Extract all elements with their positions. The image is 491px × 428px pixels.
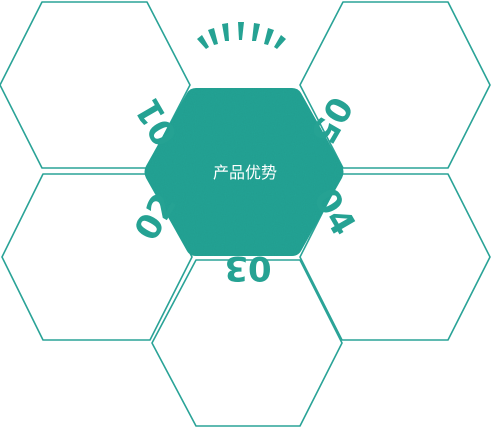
ray-6 <box>264 28 274 45</box>
hexagon-bottom <box>151 259 343 427</box>
ray-3 <box>222 23 229 41</box>
ray-2 <box>208 28 218 45</box>
ray-7 <box>274 35 286 49</box>
center-hexagon: 产品优势 <box>144 88 344 256</box>
number-03: 03 <box>224 248 271 288</box>
center-hexagon-shape <box>144 88 344 256</box>
ray-1 <box>197 35 209 49</box>
ray-5 <box>252 23 260 41</box>
ray-4 <box>238 22 244 40</box>
hexagon-top-right <box>299 1 491 169</box>
sunburst-rays <box>197 22 286 49</box>
center-label: 产品优势 <box>213 163 277 182</box>
hexagon-mid-right <box>299 173 491 341</box>
